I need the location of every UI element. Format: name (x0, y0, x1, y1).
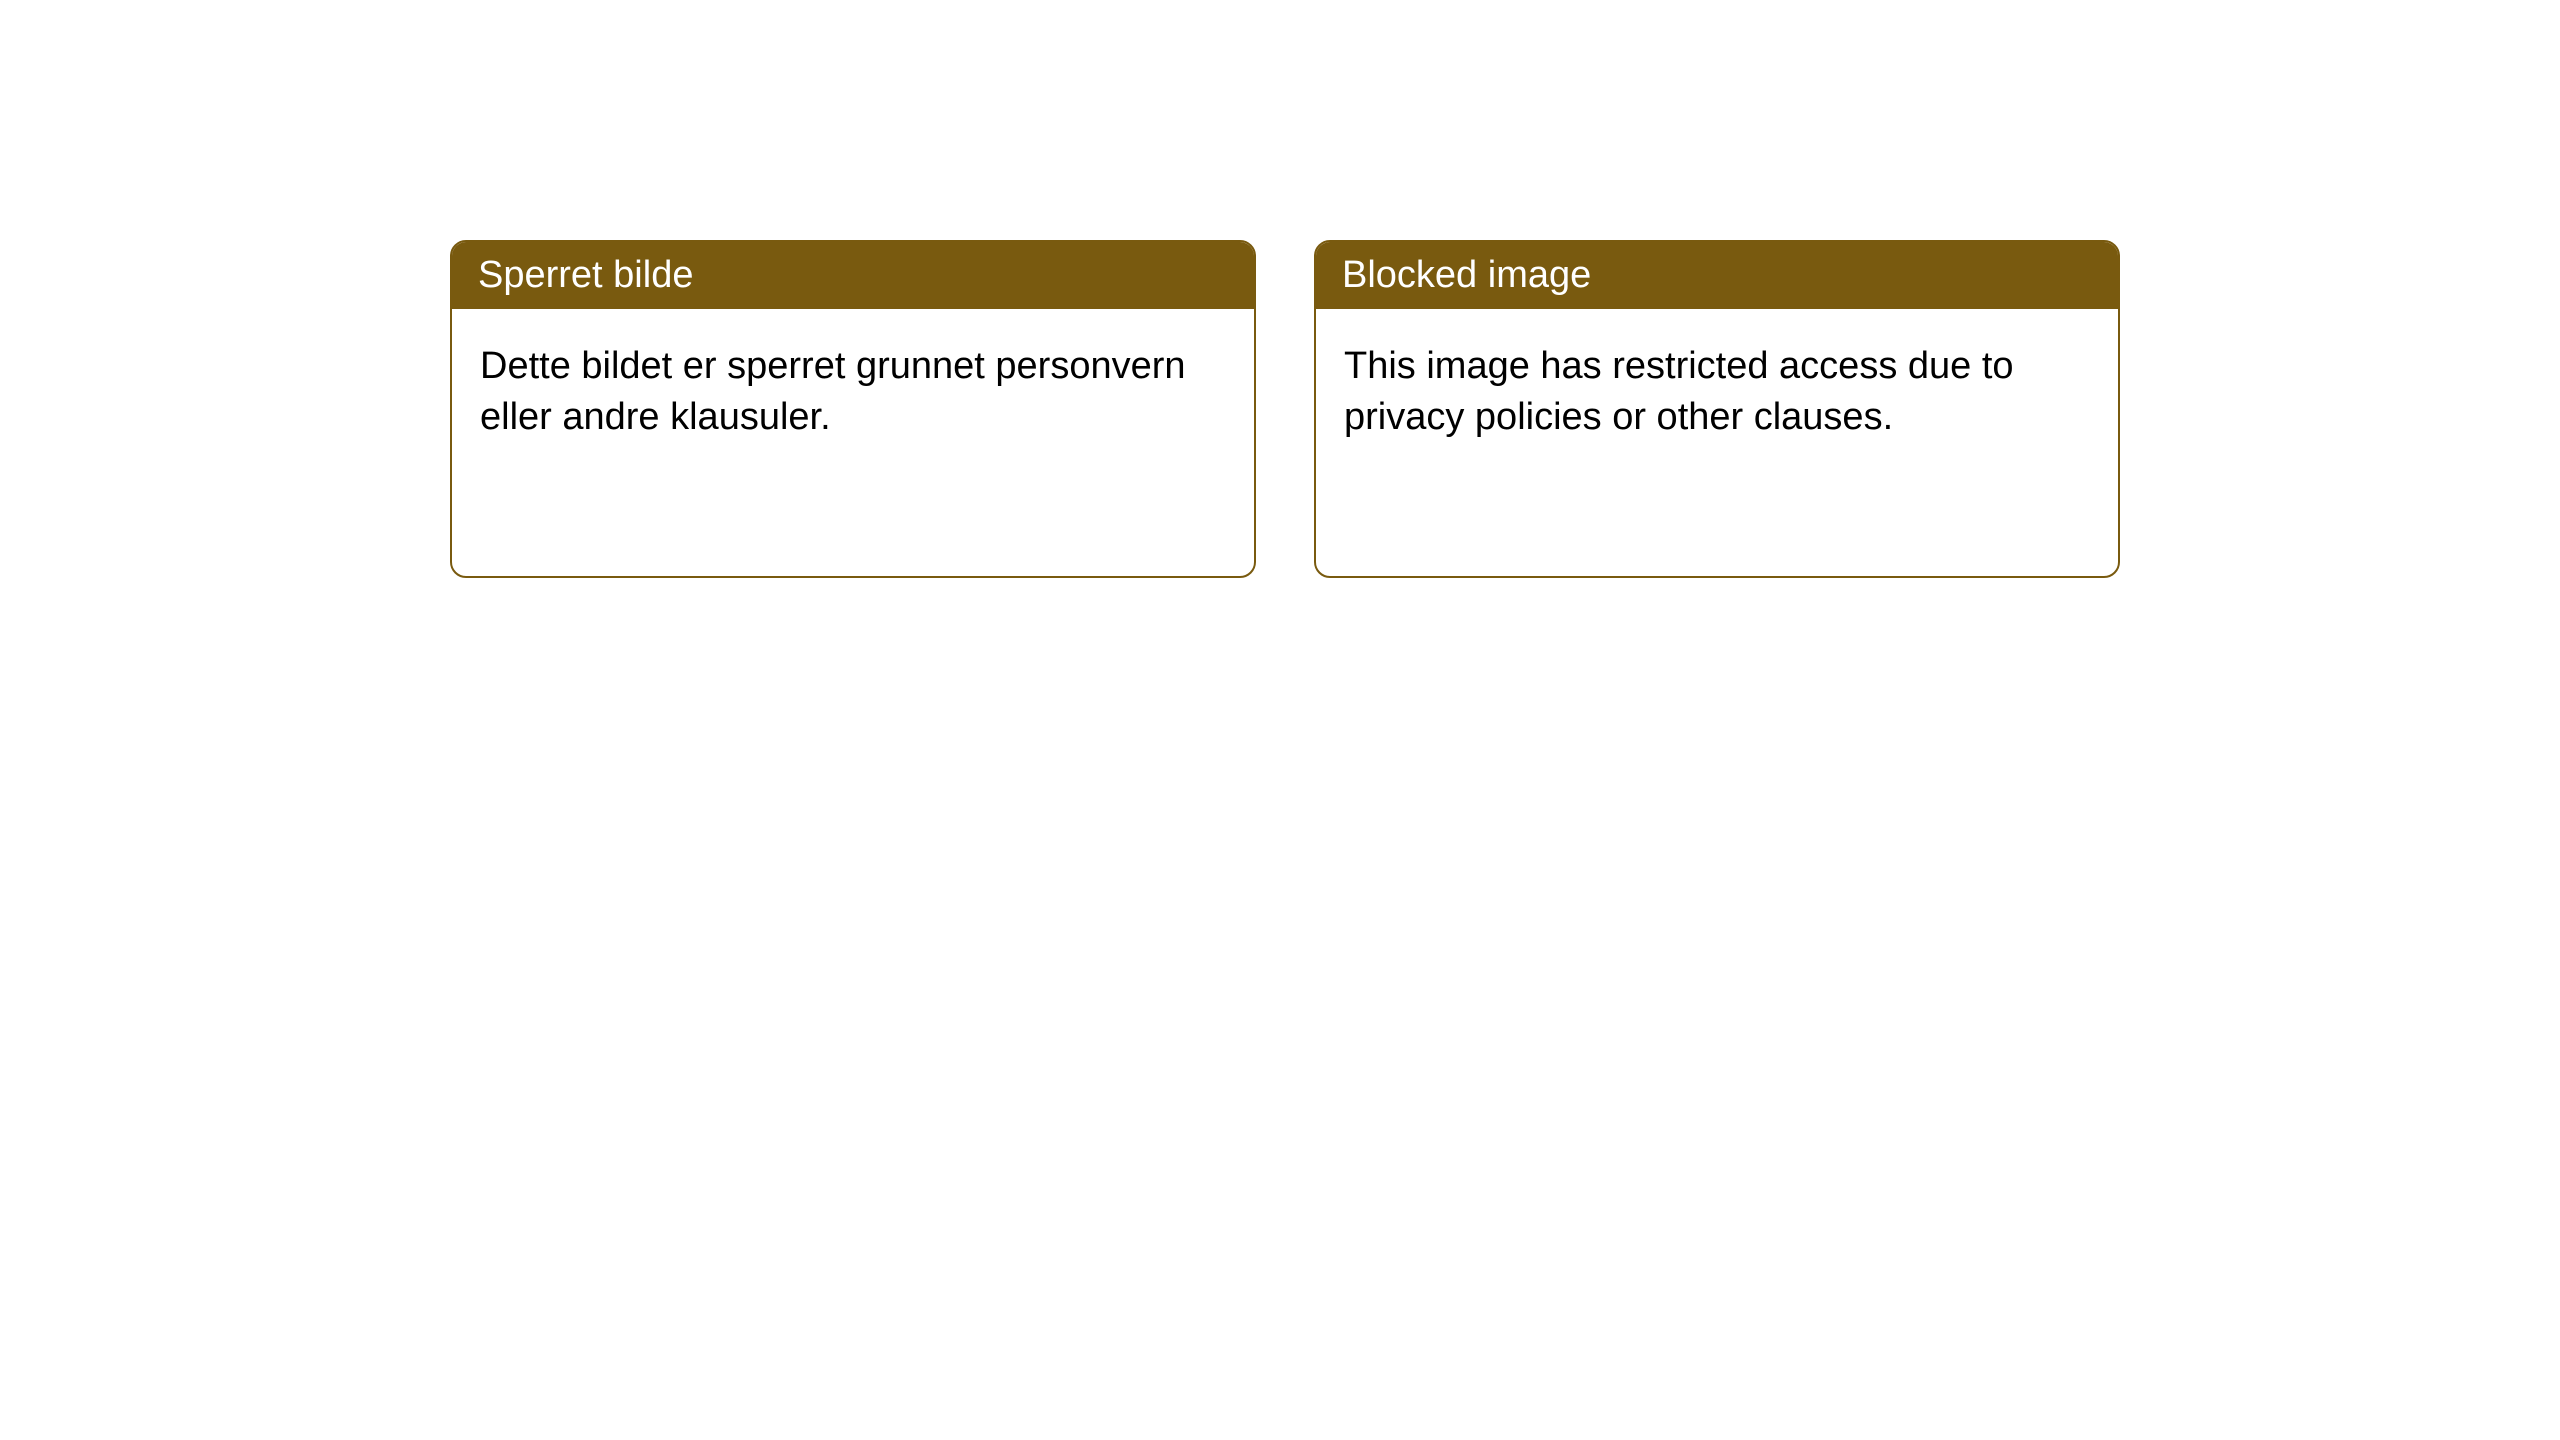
notice-header-english: Blocked image (1316, 242, 2118, 309)
notice-card-english: Blocked image This image has restricted … (1314, 240, 2120, 578)
notice-header-norwegian: Sperret bilde (452, 242, 1254, 309)
notice-card-norwegian: Sperret bilde Dette bildet er sperret gr… (450, 240, 1256, 578)
notice-body-norwegian: Dette bildet er sperret grunnet personve… (452, 309, 1254, 476)
notice-body-english: This image has restricted access due to … (1316, 309, 2118, 476)
notice-container: Sperret bilde Dette bildet er sperret gr… (0, 0, 2560, 578)
